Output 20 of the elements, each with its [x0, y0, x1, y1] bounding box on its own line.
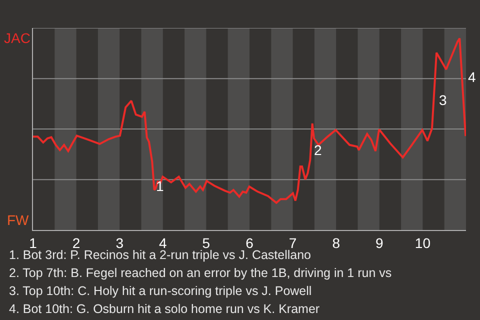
annotation: 1	[156, 178, 164, 194]
text: 1. Bot 3rd: P. Recinos hit a 2-run triple vs J. Castellano	[9, 248, 312, 262]
x-tick-label: 4	[159, 234, 167, 251]
x-tick-label: 7	[288, 234, 297, 251]
x-tick-label: 8	[332, 234, 340, 251]
x-tick-label: 9	[376, 234, 384, 251]
text: 4. Bot 10th: G. Osburn hit a solo home run vs K. Kramer	[9, 302, 320, 316]
text: JAC	[4, 30, 30, 46]
x-tick-label: 6	[246, 234, 254, 251]
x-tick-label: 2	[72, 234, 80, 251]
text: FW	[7, 212, 30, 228]
x-tick-label: 3	[116, 234, 124, 251]
text: 3. Top 10th: C. Holy hit a run-scoring triple vs J. Powell	[9, 284, 312, 298]
annotation: 4	[468, 69, 476, 85]
x-tick-label: 10	[414, 234, 431, 251]
annotation: 2	[314, 142, 322, 158]
x-tick-label: 5	[202, 234, 210, 251]
annotation: 3	[439, 92, 447, 108]
text: 2. Top 7th: B. Fegel reached on an error by the 1B, driving in 1 run vs	[9, 266, 392, 280]
x-tick-label: 1	[29, 234, 38, 251]
